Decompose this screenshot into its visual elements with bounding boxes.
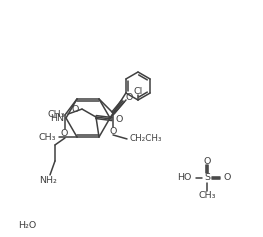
Text: O: O bbox=[60, 129, 68, 138]
Text: CH₃: CH₃ bbox=[48, 109, 65, 118]
Text: O: O bbox=[72, 105, 79, 114]
Text: CH₂CH₃: CH₂CH₃ bbox=[130, 134, 163, 143]
Text: O: O bbox=[116, 114, 123, 123]
Text: O: O bbox=[125, 93, 132, 102]
Text: Cl: Cl bbox=[133, 87, 143, 96]
Text: CH₃: CH₃ bbox=[38, 132, 56, 141]
Text: S: S bbox=[204, 173, 210, 182]
Text: HN: HN bbox=[50, 114, 64, 123]
Text: NH₂: NH₂ bbox=[39, 177, 57, 185]
Text: O: O bbox=[203, 156, 211, 165]
Text: H₂O: H₂O bbox=[18, 222, 36, 231]
Text: O: O bbox=[109, 128, 117, 137]
Text: CH₃: CH₃ bbox=[198, 191, 216, 201]
Text: HO: HO bbox=[177, 173, 191, 182]
Text: O: O bbox=[224, 173, 231, 182]
